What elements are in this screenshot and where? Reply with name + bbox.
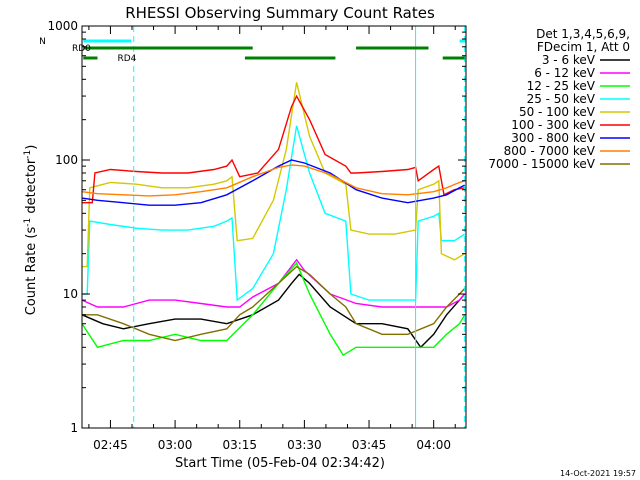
- x-tick-label-3: 03:30: [287, 438, 322, 452]
- legend-label-6: 300 - 800 keV: [511, 131, 595, 145]
- series-line-0: [81, 273, 466, 349]
- chart-title: RHESSI Observing Summary Count Rates: [125, 4, 435, 22]
- legend-label-5: 100 - 300 keV: [511, 118, 595, 132]
- legend-label-4: 50 - 100 keV: [519, 105, 596, 119]
- legend-label-1: 6 - 12 keV: [534, 66, 596, 80]
- x-tick-label-2: 03:15: [222, 438, 257, 452]
- x-tick-label-0: 02:45: [93, 438, 128, 452]
- vertical-markers: [133, 26, 466, 428]
- series-line-6: [81, 159, 466, 206]
- series-line-2: [81, 261, 466, 357]
- legend-header-line-2: FDecim 1, Att 0: [537, 40, 630, 54]
- series-line-5: [82, 94, 465, 204]
- x-axis-label: Start Time (05-Feb-04 02:34:42): [175, 456, 385, 471]
- legend-label-0: 3 - 6 keV: [542, 53, 596, 67]
- y-tick-label-3: 1000: [47, 19, 78, 33]
- series-line-3: [82, 125, 466, 302]
- y-axis-label-sup: -1: [23, 218, 33, 227]
- series-line-7: [81, 164, 465, 197]
- plot-lines: [81, 82, 466, 357]
- legend: Det 1,3,4,5,6,9, FDecim 1, Att 0 3 - 6 k…: [488, 27, 630, 171]
- y-axis: 1 10 100 1000: [47, 19, 466, 435]
- y-tick-label-0: 1: [70, 421, 78, 435]
- y-axis-label-sup2: -1: [23, 150, 33, 159]
- y-tick-label-2: 100: [55, 153, 78, 167]
- y-axis-label-unit: detector: [24, 158, 39, 218]
- x-axis: 02:45 03:00 03:15 03:30 03:45 04:00: [88, 26, 456, 452]
- y-axis-label: Count Rate (s-1 detector-1): [23, 145, 39, 316]
- flag-label-2: RD4: [118, 54, 137, 64]
- legend-label-7: 800 - 7000 keV: [504, 144, 596, 158]
- x-tick-label-4: 03:45: [352, 438, 387, 452]
- y-axis-label-close: ): [24, 145, 39, 150]
- x-tick-label-5: 04:00: [416, 438, 451, 452]
- footer-timestamp: 14-Oct-2021 19:57: [560, 469, 636, 478]
- x-tick-label-1: 03:00: [158, 438, 193, 452]
- series-line-4: [82, 82, 466, 268]
- flag-label-0: N: [39, 37, 46, 47]
- y-axis-label-main: Count Rate (s: [24, 227, 39, 316]
- series-line-1: [81, 258, 466, 308]
- legend-label-3: 25 - 50 keV: [527, 92, 596, 106]
- series-line-8: [82, 265, 466, 342]
- legend-header-line-1: Det 1,3,4,5,6,9,: [536, 27, 630, 41]
- legend-label-8: 7000 - 15000 keV: [488, 157, 595, 171]
- plot-frame: [81, 25, 467, 429]
- legend-label-2: 12 - 25 keV: [527, 79, 596, 93]
- y-tick-label-1: 10: [63, 287, 78, 301]
